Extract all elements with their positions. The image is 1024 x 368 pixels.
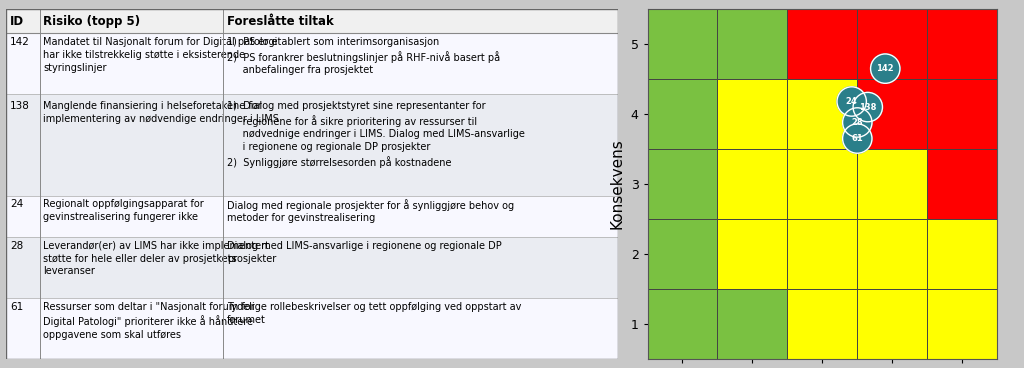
Bar (927, 289, 997, 359)
Bar (787, 219, 857, 289)
Text: Regionalt oppfølgingsapparat for
gevinstrealisering fungerer ikke: Regionalt oppfølgingsapparat for gevinst… (43, 199, 204, 222)
Text: Foreslåtte tiltak: Foreslåtte tiltak (227, 15, 334, 28)
Bar (857, 219, 927, 289)
Text: ID: ID (10, 15, 24, 28)
Bar (718, 149, 787, 219)
Y-axis label: Konsekvens: Konsekvens (610, 139, 625, 229)
Bar (927, 219, 997, 289)
Bar (6, 298, 617, 359)
Bar (718, 9, 787, 79)
Text: Ressurser som deltar i "Nasjonalt forum for
Digital Patologi" prioriterer ikke å: Ressurser som deltar i "Nasjonalt forum … (43, 302, 255, 340)
Bar (647, 9, 718, 79)
Text: 142: 142 (877, 64, 894, 73)
Bar (857, 79, 927, 149)
Bar (787, 79, 857, 149)
Bar (647, 219, 718, 289)
Bar (647, 149, 718, 219)
Bar (6, 33, 617, 94)
Bar (927, 9, 997, 79)
Text: Mandatet til Nasjonalt forum for Digital patologi
har ikke tilstrekkelig støtte : Mandatet til Nasjonalt forum for Digital… (43, 37, 278, 73)
Bar (718, 289, 787, 359)
Circle shape (843, 124, 872, 153)
Bar (857, 149, 927, 219)
Bar (6, 9, 617, 33)
Bar (718, 79, 787, 149)
Text: Tydelige rollebeskrivelser og tett oppfølging ved oppstart av
forumet: Tydelige rollebeskrivelser og tett oppfø… (227, 302, 521, 325)
Text: 24: 24 (10, 199, 24, 209)
Text: 1)  PS er etablert som interimsorganisasjon
2)  PS forankrer beslutningslinjer p: 1) PS er etablert som interimsorganisasj… (227, 37, 500, 75)
Bar (647, 289, 718, 359)
Text: Dialog med regionale prosjekter for å synliggjøre behov og
metoder for gevinstre: Dialog med regionale prosjekter for å sy… (227, 199, 514, 223)
Circle shape (853, 92, 883, 122)
Text: 61: 61 (851, 134, 863, 143)
Text: 138: 138 (859, 103, 877, 112)
Bar (6, 94, 617, 196)
Text: 138: 138 (10, 101, 30, 111)
Bar (927, 79, 997, 149)
Circle shape (837, 87, 866, 116)
Bar (787, 9, 857, 79)
Text: 24: 24 (846, 97, 857, 106)
Text: Manglende finansiering i helseforetakene for
implementering av nødvendige endrin: Manglende finansiering i helseforetakene… (43, 101, 280, 124)
Text: 28: 28 (10, 241, 24, 251)
Bar (647, 79, 718, 149)
Bar (6, 196, 617, 237)
Text: 28: 28 (852, 118, 863, 127)
Text: 142: 142 (10, 37, 30, 47)
Circle shape (843, 108, 872, 137)
Bar (787, 289, 857, 359)
Bar (787, 149, 857, 219)
Bar (6, 237, 617, 298)
Text: Leverandør(er) av LIMS har ikke implementert
støtte for hele eller deler av pros: Leverandør(er) av LIMS har ikke implemen… (43, 241, 269, 276)
Circle shape (870, 54, 900, 83)
Bar (927, 149, 997, 219)
Bar (857, 9, 927, 79)
Bar (857, 289, 927, 359)
Bar (718, 219, 787, 289)
Text: 61: 61 (10, 302, 24, 312)
Text: Risiko (topp 5): Risiko (topp 5) (43, 15, 140, 28)
Text: Dialog med LIMS-ansvarlige i regionene og regionale DP
prosjekter: Dialog med LIMS-ansvarlige i regionene o… (227, 241, 502, 264)
Text: 1)  Dialog med prosjektstyret sine representanter for
     regionene for å sikre: 1) Dialog med prosjektstyret sine repres… (227, 101, 525, 167)
